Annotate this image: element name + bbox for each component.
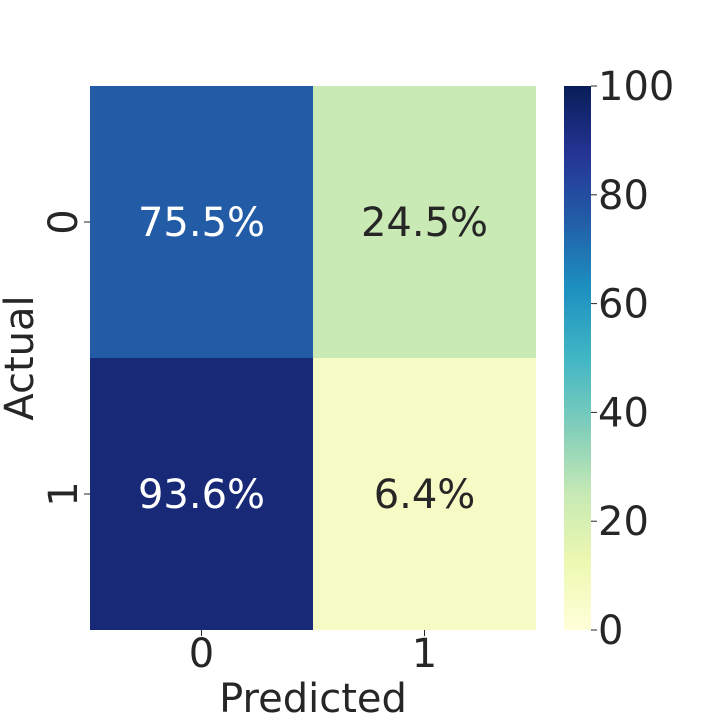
x-tick-label: 0 <box>189 631 214 677</box>
colorbar-tick-label: 20 <box>598 499 649 545</box>
colorbar-tick-label: 60 <box>598 282 649 328</box>
x-axis-label: Predicted <box>219 676 407 720</box>
heatmap-cell <box>90 358 313 630</box>
heatmap-cell <box>90 86 313 358</box>
heatmap-cell <box>313 358 536 630</box>
colorbar-tick-label: 80 <box>598 173 649 219</box>
heatmap-cells: 75.5% 24.5% 93.6% 6.4% <box>90 86 536 630</box>
cell-value-label: 93.6% <box>138 472 265 518</box>
colorbar-tick-label: 0 <box>598 608 623 654</box>
cell-value-label: 6.4% <box>374 472 476 518</box>
x-tick-label: 1 <box>412 631 437 677</box>
y-axis-ticks: 01 <box>41 209 90 507</box>
cell-value-label: 24.5% <box>361 200 488 246</box>
colorbar-tick-label: 100 <box>598 64 674 110</box>
colorbar <box>564 86 591 630</box>
heatmap-cell <box>313 86 536 358</box>
colorbar-tick-label: 40 <box>598 390 649 436</box>
y-axis-label: Actual <box>0 295 43 420</box>
colorbar-ticks: 0 20 40 60 80 100 <box>591 64 674 654</box>
cell-value-label: 75.5% <box>138 200 265 246</box>
y-tick-label: 1 <box>41 481 87 506</box>
y-tick-label: 0 <box>41 209 87 234</box>
